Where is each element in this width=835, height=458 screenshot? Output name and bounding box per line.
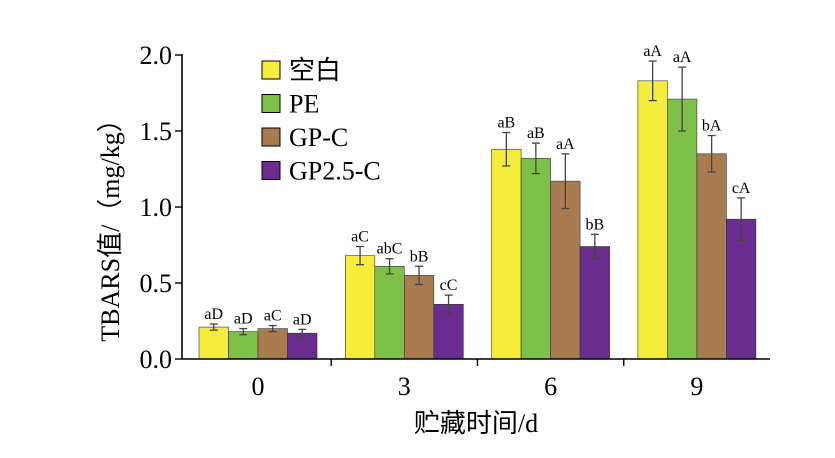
bar (550, 180, 581, 360)
error-bars-layer (209, 60, 746, 338)
x-tick-label: 3 (398, 372, 411, 401)
bar (374, 265, 405, 360)
y-tick-label: 1.5 (140, 117, 173, 146)
legend-label: GP2.5-C (289, 157, 381, 186)
y-axis-ticks: 0.0 0.5 1.0 1.5 2.0 (140, 41, 182, 374)
bar (344, 255, 376, 360)
y-tick-label: 2.0 (140, 41, 173, 70)
y-tick-label: 0.0 (140, 345, 173, 374)
legend-swatch (261, 127, 281, 147)
significance-label: cA (732, 180, 751, 197)
bar (228, 331, 259, 360)
significance-label: bA (702, 118, 722, 135)
x-tick-label: 0 (252, 372, 265, 401)
significance-label: aA (556, 136, 575, 153)
legend-label: PE (289, 90, 319, 119)
significance-label: abC (377, 241, 403, 258)
bars-layer (198, 80, 757, 360)
significance-label: aD (204, 306, 223, 323)
significance-label: aD (234, 311, 253, 328)
x-tick-label: 6 (544, 372, 557, 401)
x-tick-label: 9 (690, 372, 703, 401)
significance-label: aA (643, 43, 662, 60)
x-axis-title: 贮藏时间/d (414, 409, 538, 438)
significance-label: aA (673, 49, 692, 66)
significance-labels-layer: aD aC aB aA aD abC aB aA aC bB aA bA aD cC bB cA (204, 43, 751, 328)
y-axis-title: TBARS值/（mg/kg） (96, 106, 125, 341)
legend-label: 空白 (289, 56, 341, 85)
legend-swatch (261, 161, 281, 180)
significance-label: aD (293, 311, 312, 328)
significance-label: cC (440, 277, 458, 294)
significance-label: bB (410, 248, 429, 265)
significance-label: aB (497, 115, 515, 132)
significance-label: aB (527, 125, 545, 142)
bar (579, 246, 610, 360)
legend-swatch (261, 60, 281, 80)
bar (667, 98, 698, 360)
bar (403, 275, 435, 360)
significance-label: aC (351, 229, 369, 246)
legend-swatch (261, 94, 281, 113)
bar (637, 80, 668, 360)
y-tick-label: 1.0 (140, 193, 173, 222)
y-tick-label: 0.5 (140, 269, 173, 298)
legend: 空白 PE GP-C GP2.5-C (261, 56, 381, 186)
significance-label: aC (264, 308, 282, 325)
bar (198, 326, 229, 360)
bar (257, 328, 288, 360)
bar (696, 153, 727, 360)
bar (726, 218, 757, 360)
legend-label: GP-C (289, 123, 348, 152)
bar (491, 148, 522, 360)
bar (520, 158, 551, 360)
x-axis-ticks: 0 3 6 9 (252, 359, 703, 401)
significance-label: bB (586, 216, 605, 233)
